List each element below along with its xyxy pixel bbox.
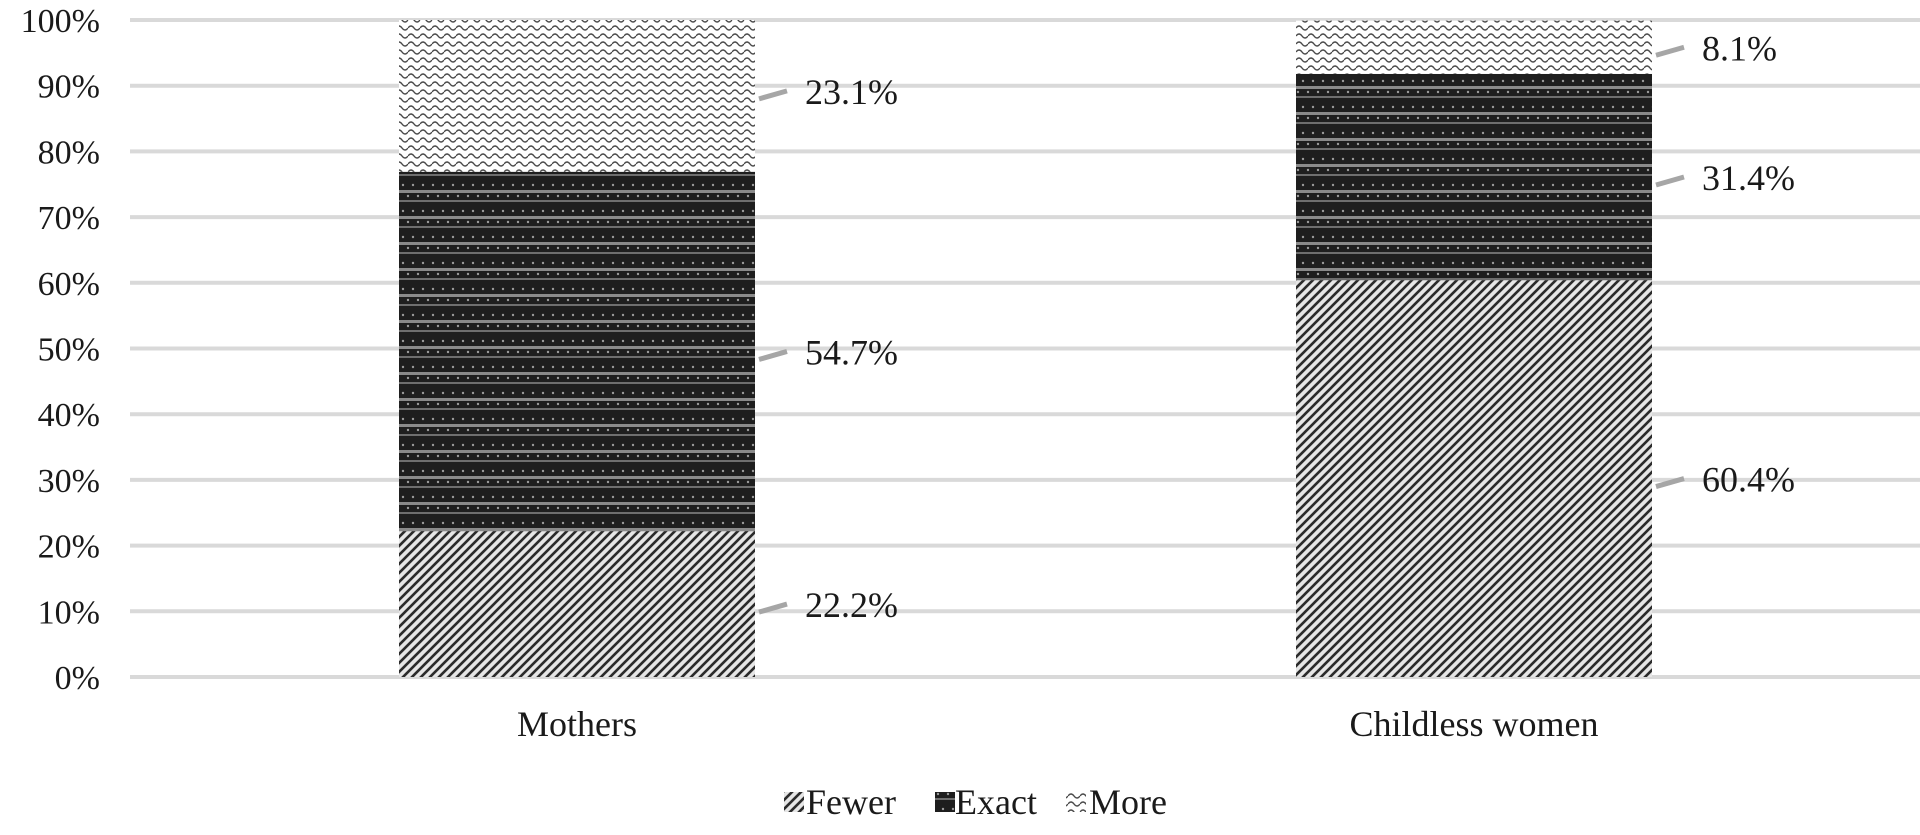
y-tick-label: 90% — [38, 69, 100, 106]
data-label: 31.4% — [1702, 158, 1795, 198]
bar-segment-more — [1296, 20, 1652, 74]
y-tick-label: 20% — [38, 529, 100, 566]
data-label: 54.7% — [805, 332, 898, 372]
x-category-label: Mothers — [517, 704, 637, 744]
legend-swatch-exact — [935, 792, 955, 812]
y-tick-label: 40% — [38, 397, 100, 434]
data-label: 22.2% — [805, 585, 898, 625]
y-tick-label: 60% — [38, 266, 100, 303]
y-tick-label: 50% — [38, 332, 100, 369]
legend-swatch-fewer — [784, 792, 804, 812]
y-axis-tick-labels: 0% 10% 20% 30% 40% 50% 60% 70% 80% 90% 100% — [21, 3, 100, 697]
x-category-label: Childless women — [1350, 704, 1599, 744]
leader-line — [1655, 174, 1685, 188]
legend-label: Exact — [955, 782, 1037, 822]
y-tick-label: 100% — [21, 3, 100, 40]
leader-line — [1655, 476, 1685, 489]
bar-segment-more — [399, 20, 755, 172]
y-tick-label: 80% — [38, 134, 100, 171]
leader-line — [758, 601, 788, 615]
data-label: 8.1% — [1702, 28, 1777, 68]
legend-swatch-more — [1066, 792, 1086, 812]
y-tick-label: 30% — [38, 463, 100, 500]
leader-line — [758, 88, 788, 102]
leader-line — [758, 349, 788, 362]
bar-segment-exact — [1296, 73, 1652, 281]
legend: Fewer Exact More — [784, 782, 1167, 822]
leader-line — [1655, 44, 1685, 58]
legend-label: More — [1089, 782, 1167, 822]
bar-segment-fewer — [399, 531, 755, 677]
data-labels: 22.2% 54.7% 23.1% 60.4% 31.4% 8.1% — [805, 28, 1795, 625]
data-label-leaders — [758, 44, 1685, 615]
legend-label: Fewer — [806, 782, 896, 822]
data-label: 60.4% — [1702, 460, 1795, 500]
bar-segment-fewer — [1296, 280, 1652, 677]
bars — [399, 20, 1652, 677]
x-axis-category-labels: Mothers Childless women — [517, 704, 1599, 744]
bar-segment-exact — [399, 171, 755, 532]
y-tick-label: 0% — [55, 660, 100, 697]
y-tick-label: 70% — [38, 200, 100, 237]
data-label: 23.1% — [805, 72, 898, 112]
y-tick-label: 10% — [38, 594, 100, 631]
